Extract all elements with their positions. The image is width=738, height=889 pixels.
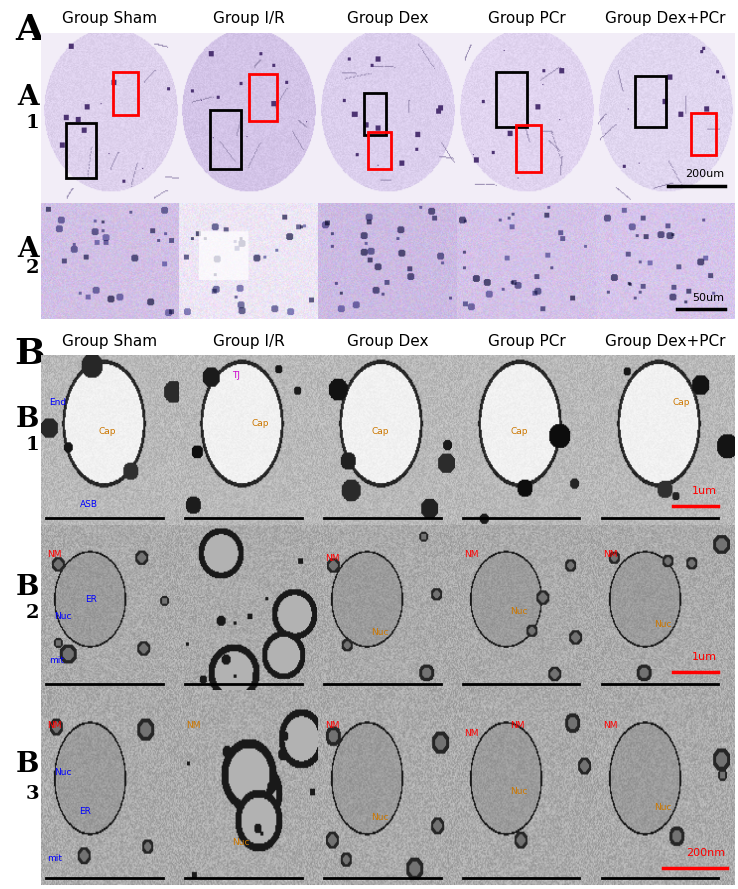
Bar [365, 92, 387, 135]
Text: mit: mit [49, 656, 64, 665]
Text: NM: NM [325, 721, 339, 730]
Text: Nuc: Nuc [55, 768, 72, 777]
Text: 1: 1 [26, 114, 39, 132]
Text: Group PCr: Group PCr [488, 334, 565, 349]
Text: 2: 2 [26, 604, 39, 621]
Text: Nuc: Nuc [55, 612, 72, 621]
Text: A: A [17, 84, 38, 111]
Text: B: B [14, 337, 44, 371]
Text: ER: ER [80, 807, 92, 816]
Text: Nuc: Nuc [510, 788, 528, 797]
Text: Group PCr: Group PCr [488, 11, 565, 26]
Text: NM: NM [325, 554, 339, 563]
Text: NM: NM [47, 550, 62, 559]
Bar [691, 113, 716, 156]
Text: TJ: TJ [232, 371, 241, 380]
Text: 1: 1 [26, 436, 39, 454]
Text: Nuc: Nuc [371, 813, 389, 821]
Text: A: A [17, 236, 38, 263]
Text: 200nm: 200nm [686, 848, 725, 858]
Text: Nuc: Nuc [371, 628, 389, 637]
Text: Group Dex: Group Dex [347, 11, 429, 26]
Text: NM: NM [187, 721, 201, 730]
Text: Group Dex: Group Dex [347, 334, 429, 349]
Text: 1um: 1um [692, 653, 717, 662]
Bar [249, 74, 277, 122]
Text: Group Sham: Group Sham [63, 334, 158, 349]
Text: ER: ER [85, 595, 97, 604]
Text: 1um: 1um [692, 486, 717, 496]
Text: NM: NM [47, 721, 62, 730]
Text: Cap: Cap [371, 427, 389, 436]
Text: Cap: Cap [672, 398, 690, 407]
Text: mit: mit [47, 853, 63, 862]
Text: B: B [16, 574, 39, 601]
Bar [113, 72, 138, 115]
Text: NM: NM [603, 721, 618, 730]
Text: NM: NM [510, 721, 525, 730]
Text: NM: NM [464, 550, 479, 559]
Text: Cap: Cap [252, 419, 269, 428]
Text: 2: 2 [26, 259, 39, 277]
Text: Cap: Cap [510, 427, 528, 436]
Text: Cap: Cap [99, 427, 117, 436]
Bar [496, 72, 527, 126]
Text: End: End [49, 398, 66, 407]
Text: 50um: 50um [692, 293, 724, 303]
Bar [635, 76, 666, 126]
Text: Group Sham: Group Sham [63, 11, 158, 26]
Text: Group I/R: Group I/R [213, 334, 285, 349]
Text: Group Dex+PCr: Group Dex+PCr [605, 11, 726, 26]
Text: NM: NM [464, 729, 479, 738]
Text: B: B [16, 406, 39, 433]
Text: 3: 3 [26, 785, 39, 803]
Text: ASB: ASB [80, 501, 97, 509]
Bar [516, 124, 541, 172]
Text: Nuc: Nuc [655, 803, 672, 812]
Bar [368, 132, 390, 169]
Text: Group I/R: Group I/R [213, 11, 285, 26]
Text: Group Dex+PCr: Group Dex+PCr [605, 334, 726, 349]
Text: A: A [15, 13, 44, 47]
Text: Nuc: Nuc [510, 606, 528, 615]
Text: NM: NM [603, 550, 618, 559]
Text: Nuc: Nuc [232, 838, 249, 847]
Text: Nuc: Nuc [655, 620, 672, 629]
Bar [210, 109, 241, 169]
Text: B: B [16, 751, 39, 778]
Bar [66, 124, 96, 178]
Text: 200um: 200um [685, 169, 724, 180]
